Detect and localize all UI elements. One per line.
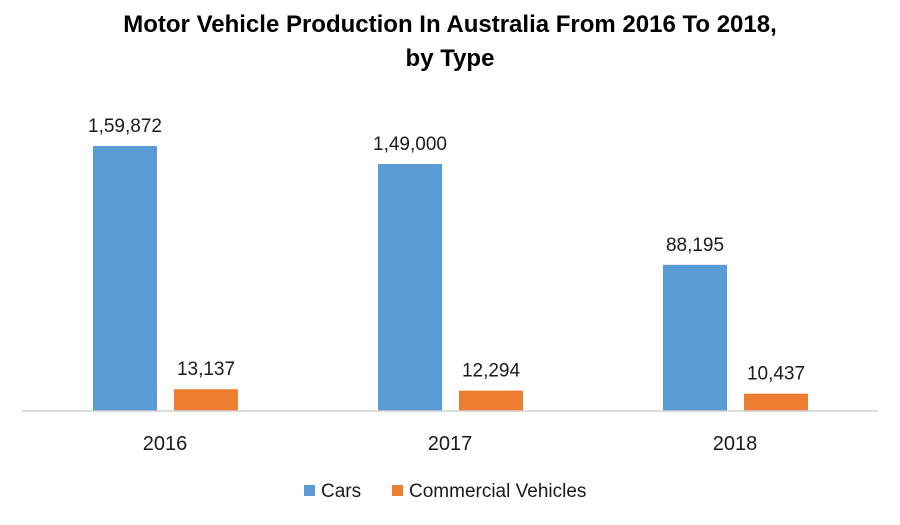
bar-cars-2018 [663,264,727,411]
legend-item-commercial-vehicles: Commercial Vehicles [392,481,586,502]
data-label-commercial-vehicles-2018: 10,437 [747,364,805,385]
legend-swatch-cars [304,485,315,496]
chart-title-line-2: by Type [406,45,495,72]
bar-cars-2016 [93,146,157,411]
category-labels: 2016 2017 2018 [143,433,758,455]
plot-area: 1,59,872 13,137 1,49,000 12,294 88,195 10,437 [88,116,808,411]
bar-commercial-vehicles-2016 [174,389,238,411]
data-label-cars-2016: 1,59,872 [88,116,162,137]
legend-swatch-commercial-vehicles [392,485,403,496]
bar-commercial-vehicles-2018 [744,393,808,411]
legend: Cars Commercial Vehicles [304,481,586,502]
chart-title: Motor Vehicle Production In Australia Fr… [123,11,777,72]
bar-commercial-vehicles-2017 [459,390,523,411]
category-label-2018: 2018 [713,433,758,455]
category-label-2016: 2016 [143,433,188,455]
legend-item-cars: Cars [304,481,361,502]
data-label-commercial-vehicles-2017: 12,294 [462,361,521,382]
chart-title-line-1: Motor Vehicle Production In Australia Fr… [123,11,777,38]
data-label-cars-2018: 88,195 [666,235,724,256]
category-label-2017: 2017 [428,433,473,455]
legend-label-commercial-vehicles: Commercial Vehicles [409,481,586,502]
data-label-cars-2017: 1,49,000 [373,134,447,155]
data-label-commercial-vehicles-2016: 13,137 [177,359,235,380]
legend-label-cars: Cars [321,481,361,502]
bar-cars-2017 [378,164,442,411]
